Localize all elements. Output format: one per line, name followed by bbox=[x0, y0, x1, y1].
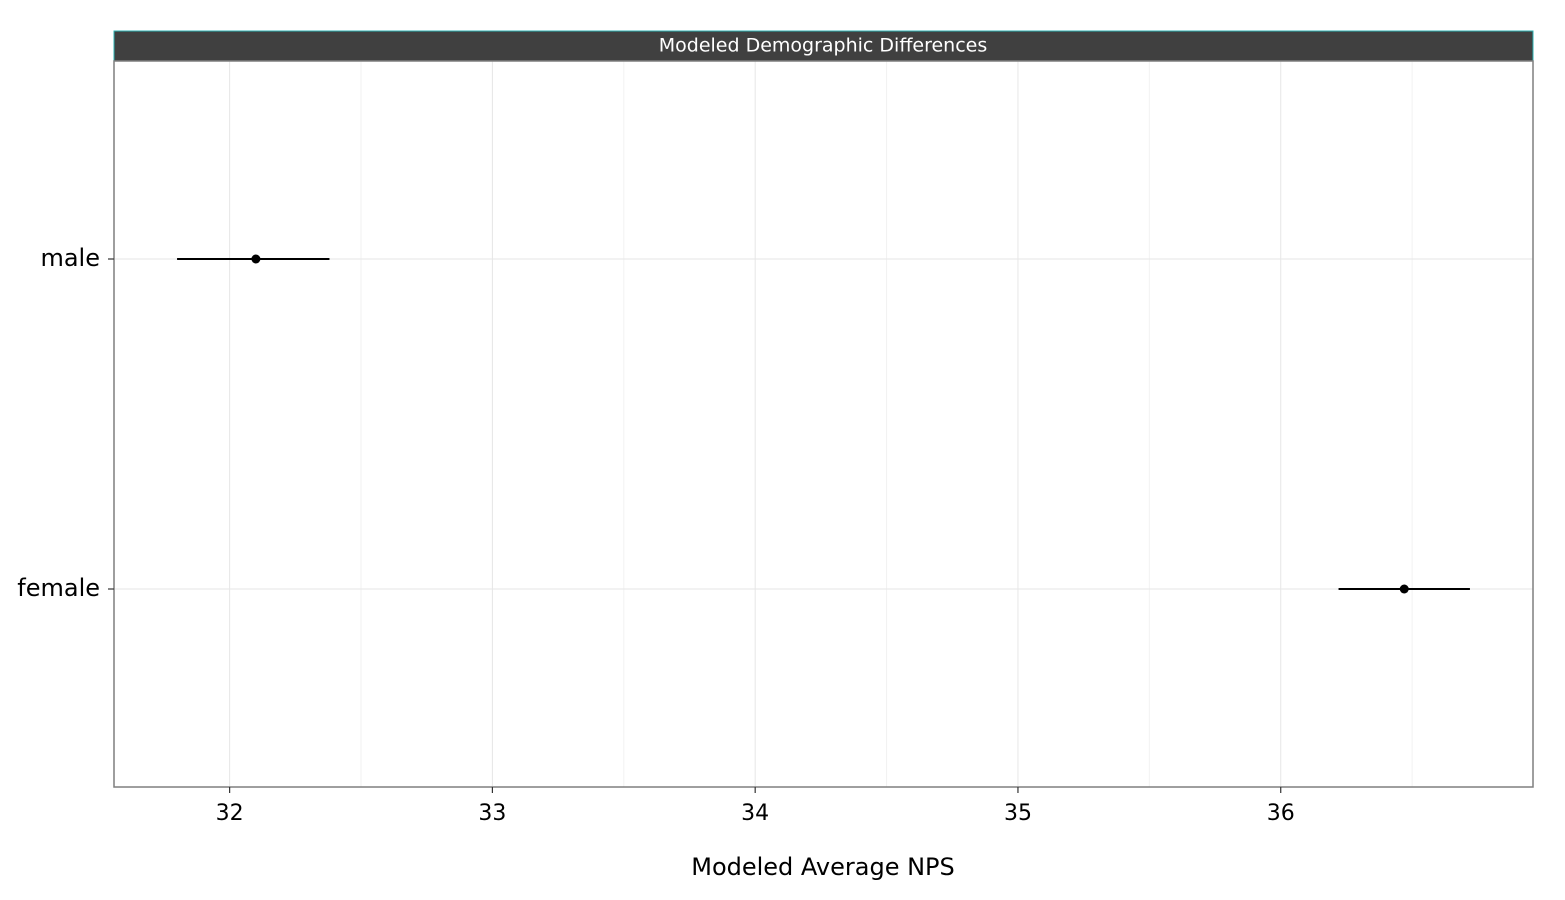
panel-border bbox=[113, 60, 1534, 788]
x-tick-label: 32 bbox=[216, 801, 244, 826]
point bbox=[1399, 584, 1409, 594]
x-axis-title: Modeled Average NPS bbox=[691, 853, 955, 881]
strip-title: Modeled Demographic Differences bbox=[659, 35, 988, 57]
marks bbox=[177, 254, 1470, 594]
y-tick-label: female bbox=[17, 574, 100, 602]
x-tick-label: 33 bbox=[478, 801, 506, 826]
x-tick-label: 34 bbox=[741, 801, 769, 826]
point bbox=[251, 254, 261, 264]
x-tick-label: 36 bbox=[1267, 801, 1295, 826]
x-tick-label: 35 bbox=[1004, 801, 1032, 826]
panel bbox=[114, 61, 1533, 787]
strip bbox=[113, 30, 1534, 62]
grid bbox=[114, 61, 1533, 787]
y-tick-label: male bbox=[40, 244, 100, 272]
